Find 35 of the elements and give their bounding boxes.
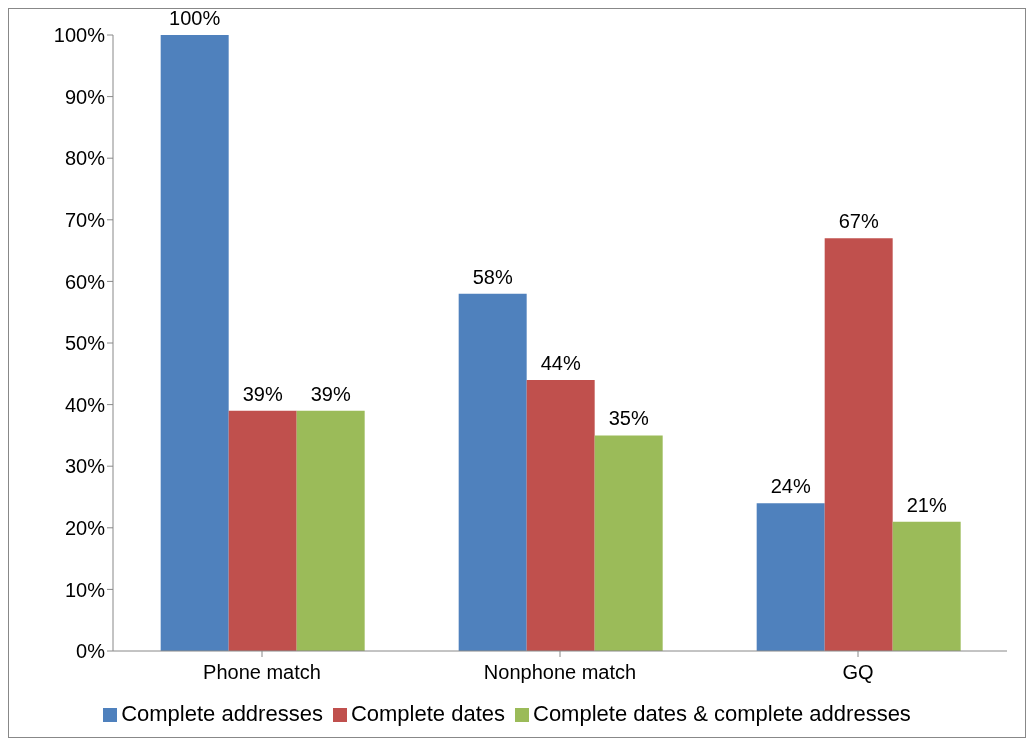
bar bbox=[458, 293, 527, 651]
y-tick-label: 20% bbox=[64, 516, 106, 539]
data-label: 39% bbox=[242, 382, 283, 405]
bar bbox=[160, 35, 229, 651]
data-label: 39% bbox=[310, 382, 351, 405]
y-tick-label: 40% bbox=[64, 393, 106, 416]
data-label: 58% bbox=[472, 265, 513, 288]
data-label: 21% bbox=[906, 493, 947, 516]
data-label: 100% bbox=[169, 7, 221, 29]
data-label: 67% bbox=[838, 210, 879, 233]
bar bbox=[756, 503, 825, 651]
y-tick-label: 100% bbox=[53, 24, 106, 47]
data-label: 44% bbox=[540, 351, 581, 374]
data-label: 24% bbox=[770, 475, 811, 498]
bar bbox=[526, 379, 595, 651]
bar bbox=[594, 435, 663, 651]
y-tick-label: 80% bbox=[64, 147, 106, 170]
y-tick-label: 0% bbox=[76, 640, 106, 663]
bar bbox=[296, 410, 365, 651]
legend-label: Complete dates & complete addresses bbox=[533, 701, 911, 726]
legend-label: Complete addresses bbox=[121, 701, 323, 726]
x-tick-label: GQ bbox=[842, 661, 874, 684]
y-tick-label: 60% bbox=[64, 270, 106, 293]
y-tick-label: 30% bbox=[64, 455, 106, 478]
y-tick-label: 10% bbox=[64, 578, 106, 601]
y-tick-label: 50% bbox=[64, 332, 106, 355]
x-tick-label: Nonphone match bbox=[483, 661, 637, 684]
bar bbox=[228, 410, 297, 651]
bar bbox=[824, 238, 893, 651]
y-tick-label: 90% bbox=[64, 85, 106, 108]
legend-label: Complete dates bbox=[350, 701, 505, 726]
x-tick-label: Phone match bbox=[203, 661, 321, 684]
y-tick-label: 70% bbox=[64, 208, 106, 231]
bar bbox=[892, 521, 961, 651]
data-label: 35% bbox=[608, 407, 649, 430]
